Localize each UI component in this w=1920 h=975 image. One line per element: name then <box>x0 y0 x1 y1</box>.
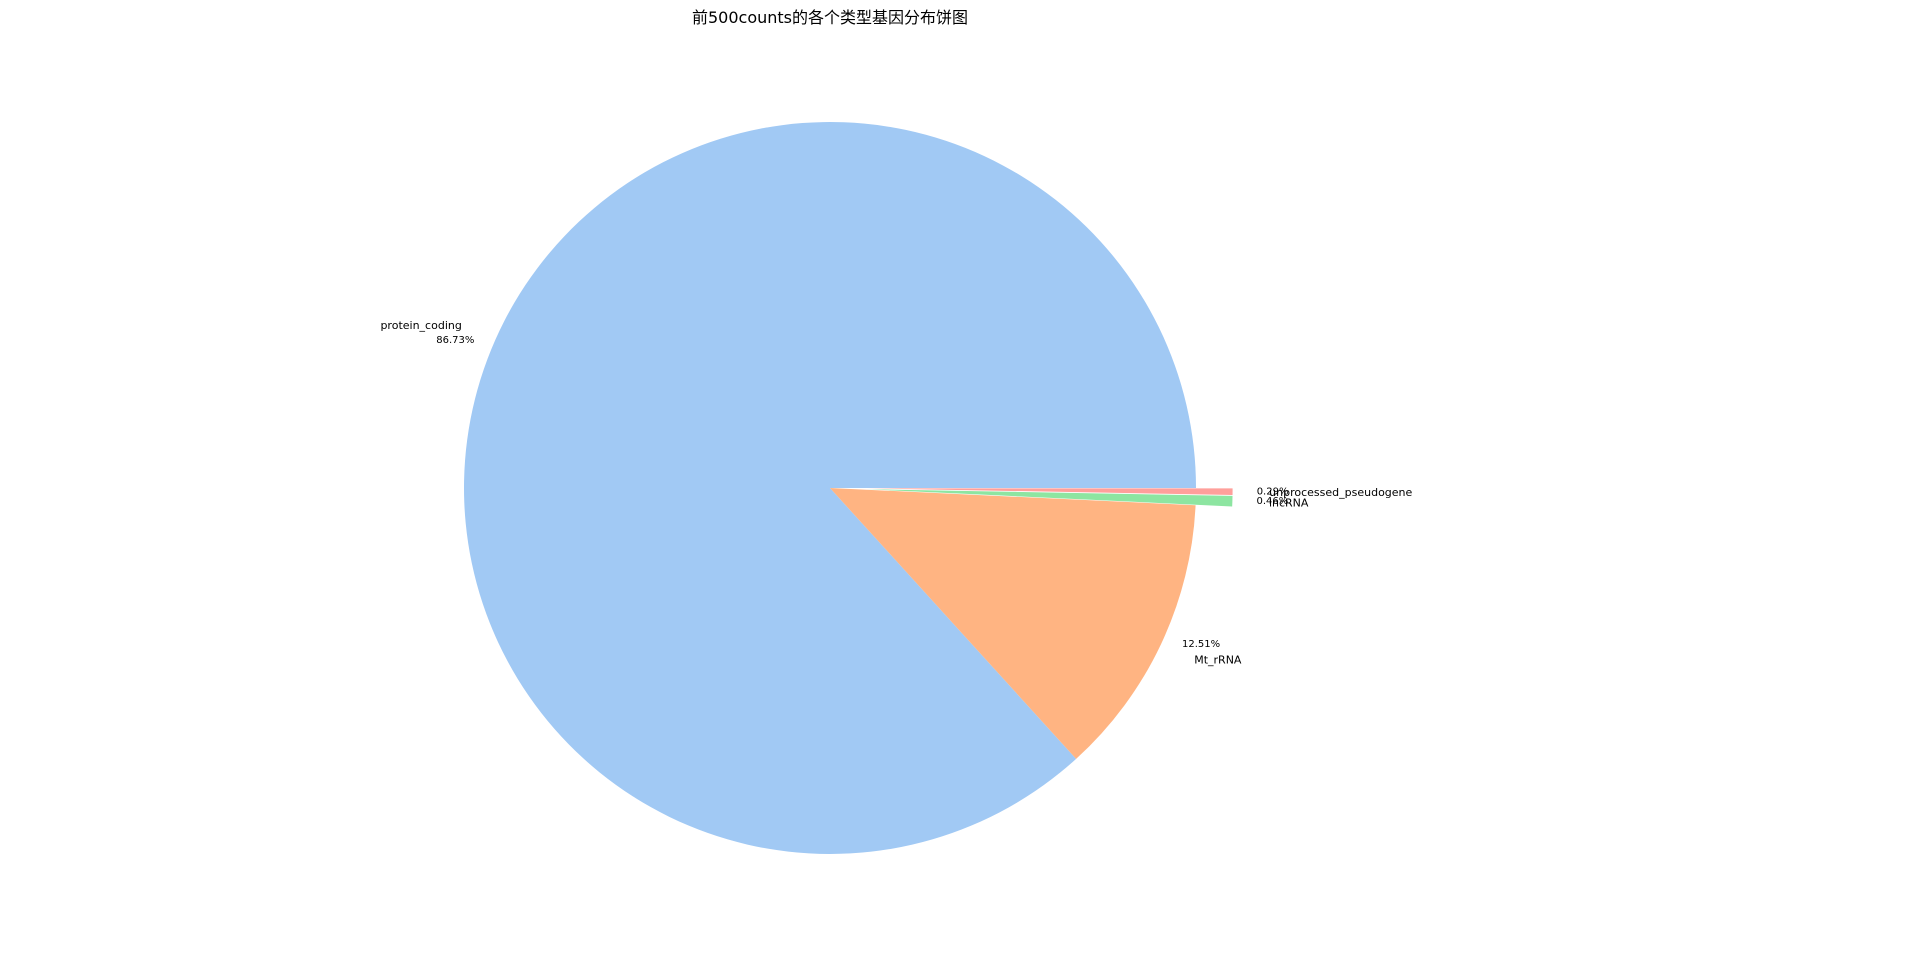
slice-percent-protein-coding: 86.73% <box>436 335 474 346</box>
pie-slice-mt-rrna <box>830 488 1196 759</box>
slice-percent-unprocessed-pseudogene: 0.29% <box>1257 487 1289 498</box>
pie-slices <box>463 121 1233 854</box>
slice-label-unprocessed-pseudogene: unprocessed_pseudogene <box>1269 486 1412 499</box>
pie-slice-unprocessed-pseudogene <box>866 488 1233 496</box>
chart-title: 前500counts的各个类型基因分布饼图 <box>692 8 968 27</box>
slice-percent-lncrna: 0.46% <box>1256 496 1288 507</box>
slice-label-lncrna: lncRNA <box>1269 496 1309 509</box>
pie-labels: protein_coding 86.73% Mt_rRNA 12.51% lncRNA0… <box>380 319 1412 666</box>
pie-slice-protein-coding <box>463 121 1196 854</box>
slice-label-mt-rrna: Mt_rRNA <box>1194 654 1242 667</box>
slice-label-protein-coding: protein_coding <box>380 319 461 332</box>
slice-percent-mt-rrna: 12.51% <box>1182 639 1220 650</box>
pie-slice-lncrna <box>866 489 1233 507</box>
